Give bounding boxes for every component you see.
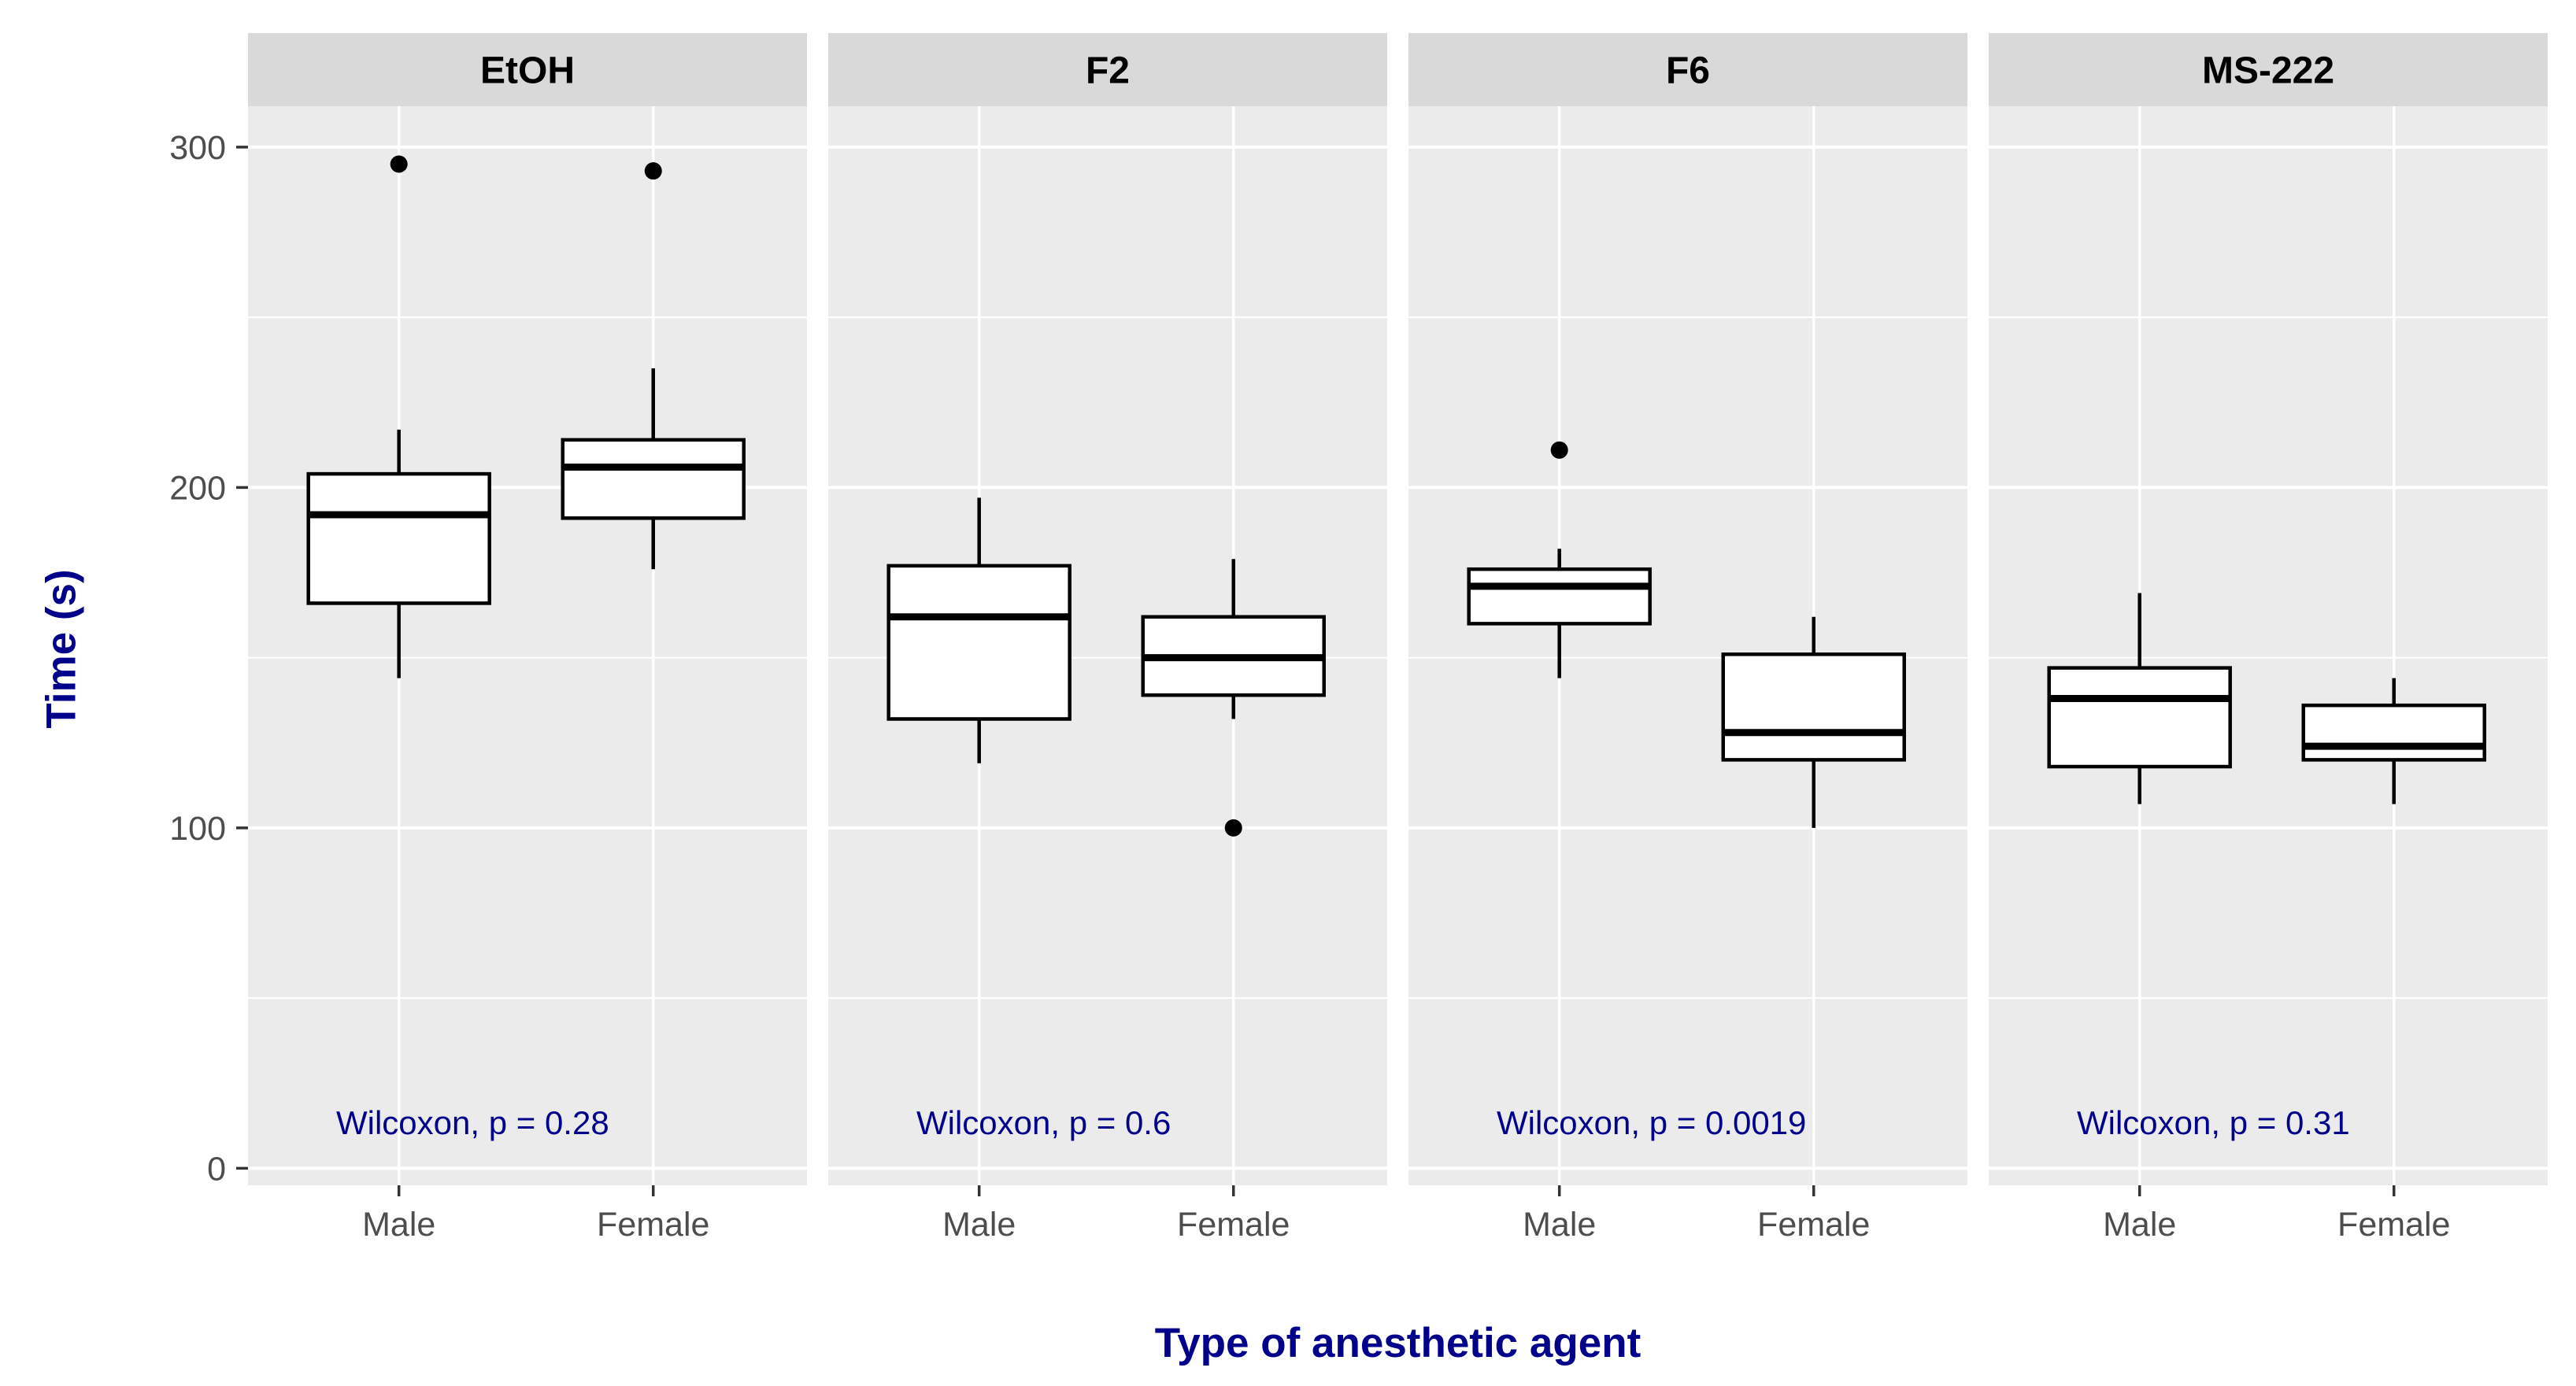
panel-background — [248, 106, 807, 1185]
x-tick-label: Female — [597, 1206, 709, 1244]
box-female — [1721, 652, 1906, 762]
p-value-annotation: Wilcoxon, p = 0.6 — [916, 1104, 1171, 1141]
outlier-point — [644, 162, 662, 180]
x-tick-label: Male — [1523, 1206, 1596, 1244]
outlier-point — [390, 155, 408, 173]
panel-background — [1989, 106, 2548, 1185]
y-tick-label: 0 — [207, 1150, 226, 1188]
box-male — [2047, 666, 2232, 769]
y-tick-label: 200 — [169, 469, 226, 507]
facet-strip — [828, 33, 1387, 106]
facet-strip — [248, 33, 807, 106]
facet-strip-label: MS-222 — [2202, 50, 2334, 92]
y-tick-label: 100 — [169, 810, 226, 848]
x-tick-label: Male — [942, 1206, 1016, 1244]
x-tick-label: Male — [2103, 1206, 2176, 1244]
p-value-annotation: Wilcoxon, p = 0.0019 — [1497, 1104, 1806, 1141]
panel-background — [1408, 106, 1967, 1185]
facet-strip-label: F6 — [1666, 50, 1710, 92]
box-male — [1467, 567, 1652, 626]
facet-panel-F6: F6 Male Female Wilcoxon, p = 0.0019 — [1408, 33, 1967, 1244]
x-tick-label: Female — [1757, 1206, 1870, 1244]
outlier-point — [1224, 819, 1242, 837]
x-tick-label: Female — [2337, 1206, 2450, 1244]
box-male — [306, 471, 491, 605]
x-tick-label: Female — [1177, 1206, 1290, 1244]
facet-panel-MS-222: MS-222 Male Female Wilcoxon, p = 0.31 — [1989, 33, 2548, 1244]
x-tick-label: Male — [362, 1206, 435, 1244]
x-axis-title: Type of anesthetic agent — [1154, 1320, 1641, 1366]
p-value-annotation: Wilcoxon, p = 0.31 — [2077, 1104, 2350, 1141]
box-female — [2301, 703, 2486, 762]
y-axis: 0 100 200 300 — [169, 129, 248, 1188]
box-male — [886, 564, 1071, 721]
outlier-point — [1550, 441, 1568, 459]
facet-strip — [1989, 33, 2548, 106]
facet-panel-EtOH: EtOH Male Female Wilcoxon, p = 0.28 — [248, 33, 807, 1244]
facet-strip — [1408, 33, 1967, 106]
facet-strip-label: EtOH — [480, 50, 575, 92]
p-value-annotation: Wilcoxon, p = 0.28 — [336, 1104, 609, 1141]
box-female — [561, 438, 746, 520]
facet-strip-label: F2 — [1086, 50, 1130, 92]
y-tick-label: 300 — [169, 129, 226, 167]
y-axis-title: Time (s) — [38, 569, 85, 729]
facet-panel-F2: F2 Male Female Wilcoxon, p = 0.6 — [828, 33, 1387, 1244]
